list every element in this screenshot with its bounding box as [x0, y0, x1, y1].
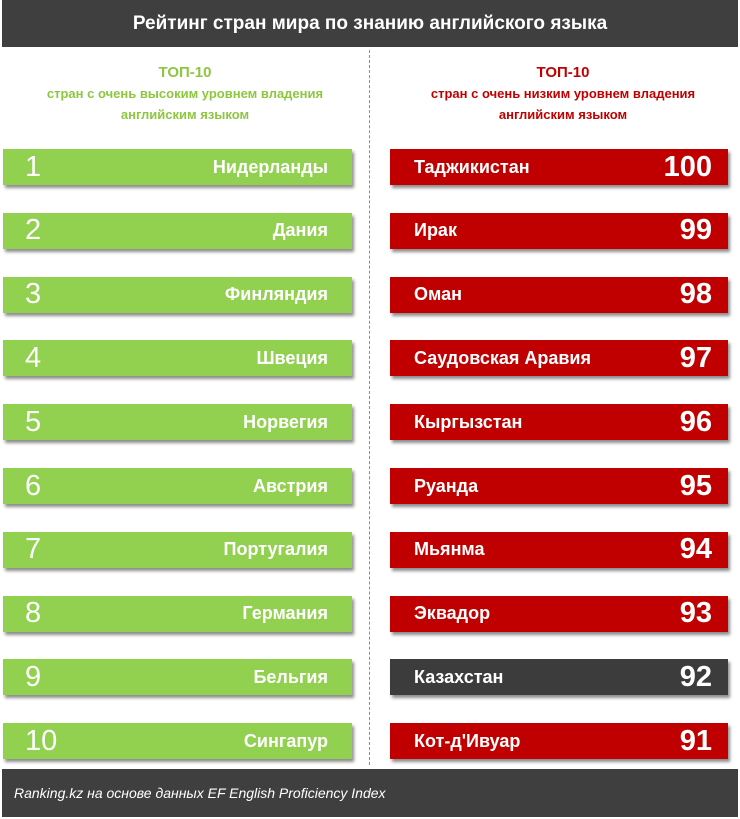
country-name: Мьянма [414, 539, 485, 560]
high-rank-row: 3 Финляндия [3, 276, 352, 313]
low-rank-row: Кот-д'Ивуар 91 [390, 723, 728, 760]
low-rank-row-highlighted: Казахстан 92 [390, 659, 728, 696]
rank-number: 92 [679, 660, 712, 693]
rank-number: 95 [679, 469, 712, 502]
rank-number: 91 [679, 724, 712, 757]
rank-number: 100 [663, 150, 712, 183]
low-rank-row: Оман 98 [390, 276, 728, 313]
rank-number: 94 [679, 533, 712, 566]
source-footer: Ranking.kz на основе данных EF English P… [2, 769, 738, 817]
column-divider [369, 50, 370, 765]
country-name: Саудовская Аравия [414, 347, 592, 368]
rank-number: 99 [679, 214, 712, 247]
left-header-line2: английским языком [120, 107, 250, 122]
rank-number: 2 [25, 214, 42, 247]
right-header: ТОП-10 стран с очень низким уровнем влад… [383, 62, 740, 125]
high-rank-row: 4 Швеция [3, 340, 352, 377]
country-name: Кот-д'Ивуар [414, 730, 521, 751]
left-header-top: ТОП-10 [158, 64, 212, 81]
rank-number: 97 [679, 341, 712, 374]
low-rank-row: Мьянма 94 [390, 531, 728, 568]
rank-number: 5 [25, 405, 42, 438]
rank-number: 10 [25, 724, 58, 757]
high-rank-row: 7 Португалия [3, 531, 352, 568]
country-name: Бельгия [253, 666, 328, 687]
country-name: Австрия [252, 475, 328, 496]
left-header-line1: стран с очень высоким уровнем владения [46, 86, 324, 101]
country-name: Португалия [223, 539, 328, 560]
high-rank-row: 10 Сингапур [3, 723, 352, 760]
country-name: Дания [272, 220, 328, 241]
rank-number: 3 [25, 278, 42, 311]
country-name: Нидерланды [212, 156, 328, 177]
rank-number: 4 [25, 341, 42, 374]
high-rank-row: 5 Норвегия [3, 404, 352, 441]
country-name: Ирак [414, 220, 457, 241]
country-name: Сингапур [243, 730, 328, 751]
country-name: Финляндия [224, 284, 328, 305]
country-name: Швеция [256, 347, 328, 368]
low-rank-row: Эквадор 93 [390, 595, 728, 632]
low-rank-row: Кыргызстан 96 [390, 404, 728, 441]
rank-number: 96 [679, 405, 712, 438]
low-rank-row: Саудовская Аравия 97 [390, 340, 728, 377]
right-header-line1: стран с очень низким уровнем владения [430, 86, 696, 101]
high-rank-row: 2 Дания [3, 212, 352, 249]
country-name: Казахстан [414, 666, 504, 687]
high-rank-row: 1 Нидерланды [3, 149, 352, 185]
rank-number: 98 [679, 278, 712, 311]
low-rank-row: Таджикистан 100 [390, 149, 728, 185]
high-rank-row: 9 Бельгия [3, 659, 352, 696]
chart-title: Рейтинг стран мира по знанию английского… [2, 0, 738, 47]
rank-number: 6 [25, 469, 42, 502]
left-header: ТОП-10 стран с очень высоким уровнем вла… [5, 62, 365, 125]
rank-number: 8 [25, 597, 42, 630]
right-header-line2: английским языком [498, 107, 628, 122]
rank-number: 93 [679, 597, 712, 630]
low-rank-row: Ирак 99 [390, 212, 728, 249]
high-rank-row: 8 Германия [3, 595, 352, 632]
high-rank-row: 6 Австрия [3, 468, 352, 504]
country-name: Оман [414, 284, 462, 305]
country-name: Таджикистан [414, 156, 530, 177]
rank-number: 7 [25, 533, 42, 566]
right-header-top: ТОП-10 [536, 64, 590, 81]
country-name: Норвегия [243, 411, 328, 432]
rank-number: 1 [25, 150, 42, 183]
country-name: Эквадор [414, 603, 491, 624]
country-name: Германия [242, 603, 328, 624]
country-name: Кыргызстан [414, 411, 523, 432]
country-name: Руанда [414, 475, 479, 496]
low-rank-row: Руанда 95 [390, 468, 728, 504]
rank-number: 9 [25, 660, 42, 693]
